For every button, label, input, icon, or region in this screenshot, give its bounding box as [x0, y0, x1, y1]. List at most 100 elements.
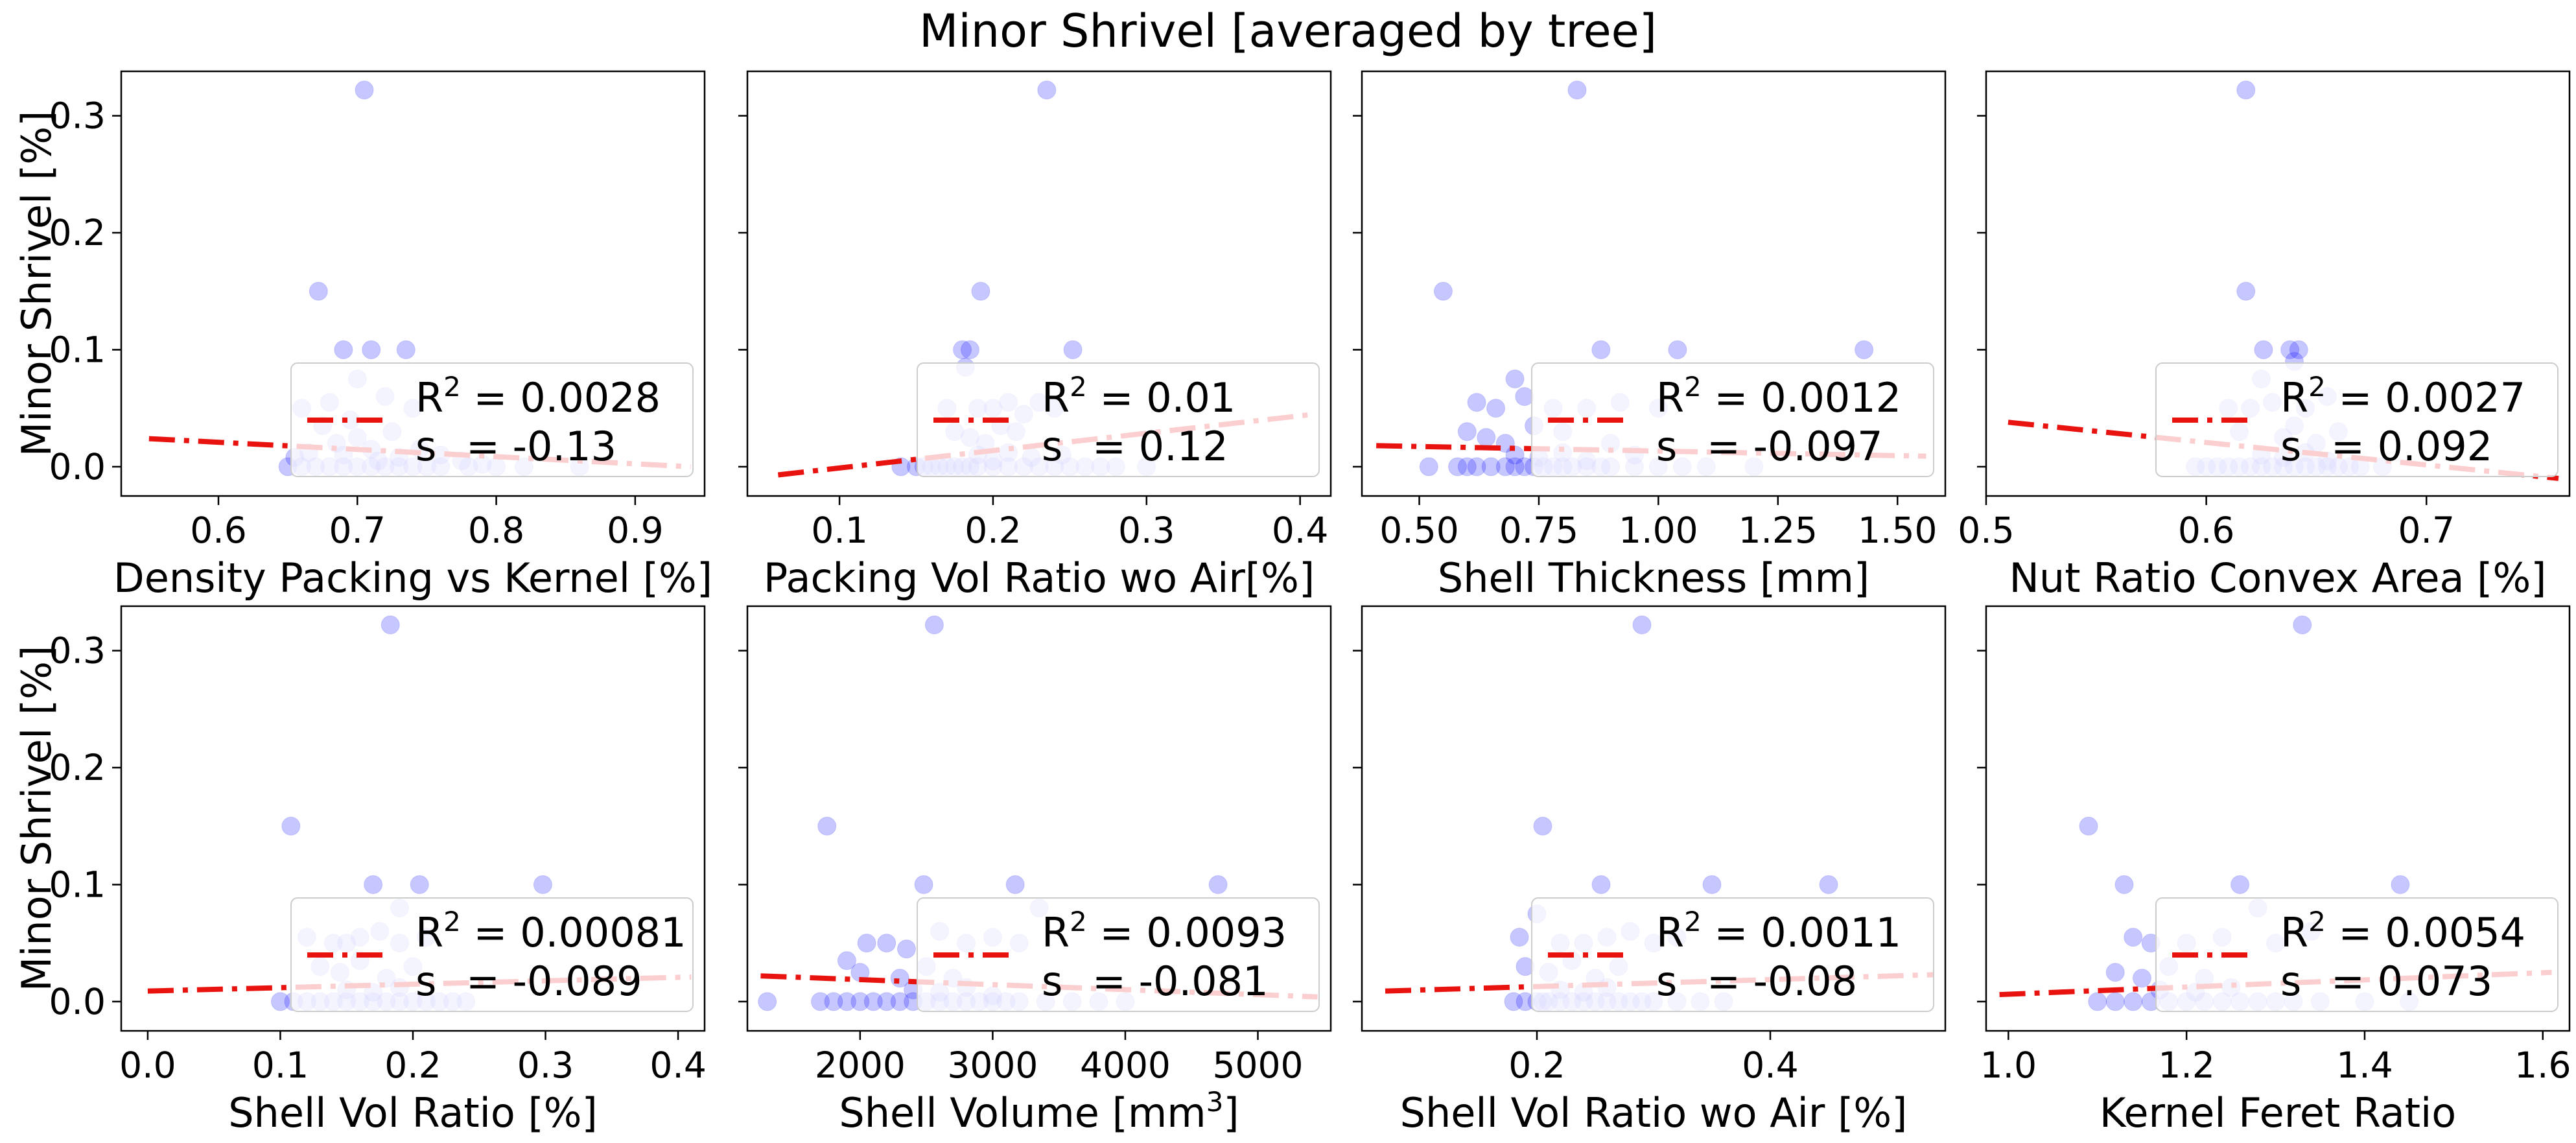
x-axis-label: Shell Thickness [mm]	[1438, 554, 1869, 602]
x-tick-label: 0.4	[650, 1044, 706, 1086]
x-axis-label: Shell Volume [mm3]	[839, 1086, 1239, 1137]
scatter-point	[1457, 422, 1477, 442]
x-tick-label: 1.00	[1619, 510, 1698, 551]
scatter-point	[1702, 875, 1722, 894]
scatter-point	[281, 816, 301, 836]
y-tick-label: 0.3	[49, 630, 106, 672]
legend-r2: R2 = 0.01	[1042, 371, 1235, 422]
legend-slope-value: = -0.08	[1707, 958, 1857, 1005]
legend-frame	[2155, 362, 2558, 477]
x-tick-label: 0.2	[965, 510, 1021, 551]
legend-slope-label: s	[1042, 423, 1062, 470]
y-axis-label: Minor Shrivel [%]	[13, 111, 60, 457]
x-axis-label: Shell Vol Ratio wo Air [%]	[1400, 1089, 1908, 1137]
x-tick-label: 1.6	[2514, 1044, 2571, 1086]
legend-slope-value: = -0.13	[466, 423, 616, 470]
scatter-point	[1495, 457, 1515, 477]
legend-slope-label: s	[416, 423, 436, 470]
scatter-point	[914, 875, 933, 894]
x-tick-label: 1.2	[2158, 1044, 2214, 1086]
scatter-point	[2132, 969, 2151, 988]
panel-5: 0.0 0.1 0.2 0.3 0.0 0.1 0.2 0.3 0.4 Shell Vol Rat…	[13, 605, 707, 1137]
scatter-point	[1481, 457, 1501, 477]
x-tick-label: 0.3	[517, 1044, 574, 1086]
scatter-point	[837, 951, 856, 971]
legend-slope-value: = -0.089	[466, 958, 642, 1005]
scatter-point	[396, 340, 416, 359]
scatter-point	[1063, 340, 1083, 359]
scatter-point	[824, 992, 843, 1011]
scatter-point	[817, 816, 837, 836]
scatter-point	[2289, 340, 2308, 359]
scatter-point	[960, 340, 979, 359]
legend-r2: R2 = 0.0011	[1656, 906, 1901, 957]
x-tick-label: 0.2	[1508, 1044, 1565, 1086]
scatter-point	[1505, 370, 1525, 389]
scatter-point	[896, 939, 916, 959]
x-tick-label: 0.0	[119, 1044, 176, 1086]
scatter-point	[2231, 875, 2250, 894]
legend-slope-value: = -0.081	[1092, 958, 1269, 1005]
x-tick-label: 2000	[815, 1044, 906, 1086]
scatter-point	[863, 992, 883, 1011]
chart-title: Minor Shrivel [averaged by tree]	[919, 5, 1657, 58]
legend-frame	[290, 897, 694, 1012]
legend-r2: R2 = 0.0028	[416, 371, 661, 422]
legend-slope-label: s	[416, 958, 436, 1005]
panel-8: 1.0 1.2 1.4 1.6 Kernel Feret Ratio R2 = 0.005…	[1977, 605, 2571, 1137]
scatter-point	[2236, 281, 2256, 301]
scatter-point	[1591, 340, 1611, 359]
scatter-point	[2105, 963, 2125, 982]
scatter-point	[2391, 875, 2410, 894]
scatter-point	[2079, 816, 2098, 836]
plot-frame	[1985, 605, 2571, 1032]
legend: R2 = 0.01s = 0.12	[917, 362, 1320, 477]
legend-slope-value: = 0.092	[2331, 423, 2492, 470]
scatter-point	[953, 340, 972, 359]
x-tick-label: 0.1	[252, 1044, 309, 1086]
legend-frame	[917, 897, 1320, 1012]
scatter-point	[890, 992, 909, 1011]
x-tick-label: 0.1	[811, 510, 867, 551]
scatter-point	[811, 992, 830, 1011]
legend-frame	[1531, 897, 1934, 1012]
x-tick-label: 4000	[1080, 1044, 1171, 1086]
y-axis-label: Minor Shrivel [%]	[13, 646, 60, 992]
scatter-point	[410, 875, 429, 894]
scatter-point	[1467, 393, 1486, 412]
scatter-point	[1855, 340, 1874, 359]
x-axis-label: Shell Vol Ratio [%]	[228, 1089, 598, 1137]
scatter-point	[1504, 992, 1523, 1011]
scatter-point	[1515, 387, 1534, 407]
y-tick-label: 0.0	[49, 446, 106, 488]
scatter-point	[364, 875, 383, 894]
legend-slope-label: s	[1656, 423, 1677, 470]
scatter-point	[2280, 340, 2300, 359]
scatter-point	[362, 340, 381, 359]
legend-r2: R2 = 0.0093	[1042, 906, 1287, 957]
x-axis-label: Kernel Feret Ratio	[2100, 1089, 2456, 1137]
scatter-point	[1567, 80, 1587, 100]
scatter-point	[533, 875, 552, 894]
scatter-point	[309, 281, 328, 301]
x-tick-label: 5000	[1213, 1044, 1304, 1086]
scatter-point	[837, 992, 856, 1011]
scatter-point	[1005, 875, 1025, 894]
plot-frame	[1361, 70, 1947, 497]
legend-frame	[290, 362, 694, 477]
scatter-point	[355, 80, 374, 100]
x-tick-label: 0.6	[190, 510, 246, 551]
scatter-point	[1208, 875, 1228, 894]
x-tick-label: 0.7	[2398, 510, 2455, 551]
x-axis-label: Nut Ratio Convex Area [%]	[2009, 554, 2547, 602]
scatter-point	[850, 992, 870, 1011]
scatter-point	[381, 615, 400, 635]
x-axis-label: Density Packing vs Kernel [%]	[113, 554, 712, 602]
